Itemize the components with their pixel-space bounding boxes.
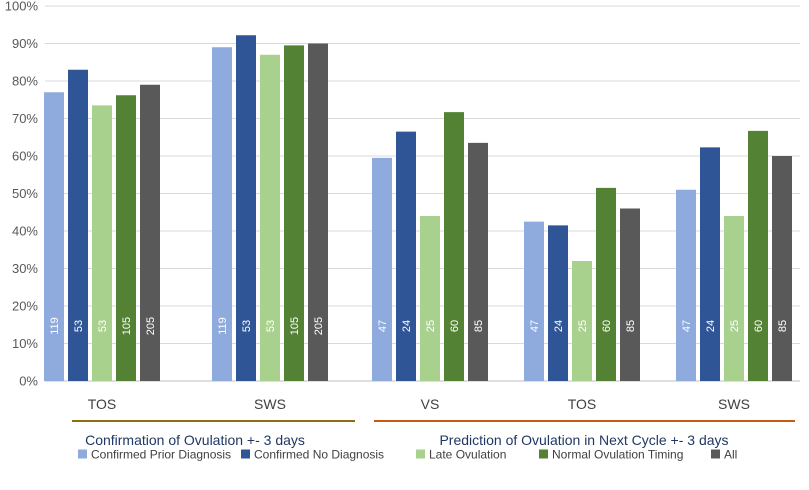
legend-label: Late Ovulation bbox=[429, 448, 506, 462]
y-tick-label: 100% bbox=[5, 0, 39, 14]
bar-data-label: 24 bbox=[553, 320, 565, 332]
x-category-label: SWS bbox=[718, 396, 750, 412]
legend-swatch bbox=[539, 449, 548, 459]
legend-label: All bbox=[724, 448, 737, 462]
bar-data-label: 119 bbox=[217, 317, 229, 335]
bar-data-label: 53 bbox=[73, 320, 85, 332]
group-label: Confirmation of Ovulation +- 3 days bbox=[85, 432, 305, 448]
x-axis: TOS SWS VS TOS SWS bbox=[88, 396, 750, 412]
bar bbox=[524, 221, 544, 381]
bar bbox=[212, 47, 232, 381]
bar bbox=[116, 95, 136, 381]
bar bbox=[420, 216, 440, 381]
y-tick-label: 60% bbox=[12, 149, 38, 164]
y-tick-label: 30% bbox=[12, 261, 38, 276]
y-tick-label: 50% bbox=[12, 186, 38, 201]
bar-data-label: 47 bbox=[681, 320, 693, 332]
bar bbox=[724, 216, 744, 381]
bar-data-label: 25 bbox=[577, 320, 589, 332]
group-label: Prediction of Ovulation in Next Cycle +-… bbox=[439, 432, 728, 448]
y-tick-label: 10% bbox=[12, 336, 38, 351]
bar-data-label: 60 bbox=[601, 320, 613, 332]
bar bbox=[468, 142, 488, 381]
legend-swatch bbox=[241, 449, 250, 459]
legend-label: Confirmed No Diagnosis bbox=[254, 448, 384, 462]
bar bbox=[548, 225, 568, 381]
bar-data-label: 60 bbox=[449, 320, 461, 332]
legend-label: Confirmed Prior Diagnosis bbox=[91, 448, 231, 462]
bar-data-label: 85 bbox=[777, 320, 789, 332]
bar bbox=[260, 54, 280, 381]
bar bbox=[572, 261, 592, 381]
x-category-label: TOS bbox=[88, 396, 117, 412]
bar bbox=[308, 43, 328, 381]
bar bbox=[68, 69, 88, 381]
y-tick-label: 80% bbox=[12, 74, 38, 89]
legend-swatch bbox=[416, 449, 425, 459]
bar bbox=[772, 156, 792, 381]
category-groups: Confirmation of Ovulation +- 3 days Predi… bbox=[72, 420, 795, 448]
bar-data-label: 119 bbox=[49, 317, 61, 335]
y-tick-label: 0% bbox=[19, 374, 38, 389]
bar bbox=[236, 35, 256, 381]
bar-data-label: 85 bbox=[473, 320, 485, 332]
bar bbox=[620, 208, 640, 381]
bar-data-label: 205 bbox=[313, 317, 325, 335]
bar bbox=[596, 187, 616, 381]
x-category-label: VS bbox=[421, 396, 440, 412]
bar bbox=[372, 157, 392, 381]
bar-data-label: 105 bbox=[289, 317, 301, 335]
bar-data-label: 47 bbox=[529, 320, 541, 332]
y-tick-label: 40% bbox=[12, 224, 38, 239]
bar-data-label: 25 bbox=[425, 320, 437, 332]
legend-swatch bbox=[711, 449, 720, 459]
bar bbox=[700, 147, 720, 381]
bar-data-label: 85 bbox=[625, 320, 637, 332]
bar-data-label: 47 bbox=[377, 320, 389, 332]
bar-data-label: 53 bbox=[265, 320, 277, 332]
bar bbox=[92, 105, 112, 381]
bar bbox=[284, 45, 304, 381]
bar-data-label: 53 bbox=[97, 320, 109, 332]
y-tick-label: 90% bbox=[12, 36, 38, 51]
bar-data-label: 205 bbox=[145, 317, 157, 335]
x-category-label: TOS bbox=[568, 396, 597, 412]
x-category-label: SWS bbox=[254, 396, 286, 412]
bars: 119 53 53 105 205 119 53 53 105 205 47 24 25 60 85 47 24… bbox=[44, 35, 792, 381]
y-tick-label: 70% bbox=[12, 111, 38, 126]
legend: Confirmed Prior Diagnosis Confirmed No Di… bbox=[78, 448, 737, 462]
y-tick-label: 20% bbox=[12, 299, 38, 314]
bar-data-label: 24 bbox=[401, 320, 413, 332]
legend-swatch bbox=[78, 449, 87, 459]
bar bbox=[140, 84, 160, 381]
bar bbox=[676, 189, 696, 381]
bar-data-label: 60 bbox=[753, 320, 765, 332]
bar-data-label: 105 bbox=[121, 317, 133, 335]
bar-data-label: 25 bbox=[729, 320, 741, 332]
bar bbox=[396, 131, 416, 381]
bar bbox=[444, 112, 464, 381]
bar-data-label: 24 bbox=[705, 320, 717, 332]
bar bbox=[748, 130, 768, 381]
legend-label: Normal Ovulation Timing bbox=[552, 448, 683, 462]
y-axis: 0% 10% 20% 30% 40% 50% 60% 70% 80% 90% 100% bbox=[5, 0, 39, 389]
bar-data-label: 53 bbox=[241, 320, 253, 332]
bar bbox=[44, 92, 64, 381]
